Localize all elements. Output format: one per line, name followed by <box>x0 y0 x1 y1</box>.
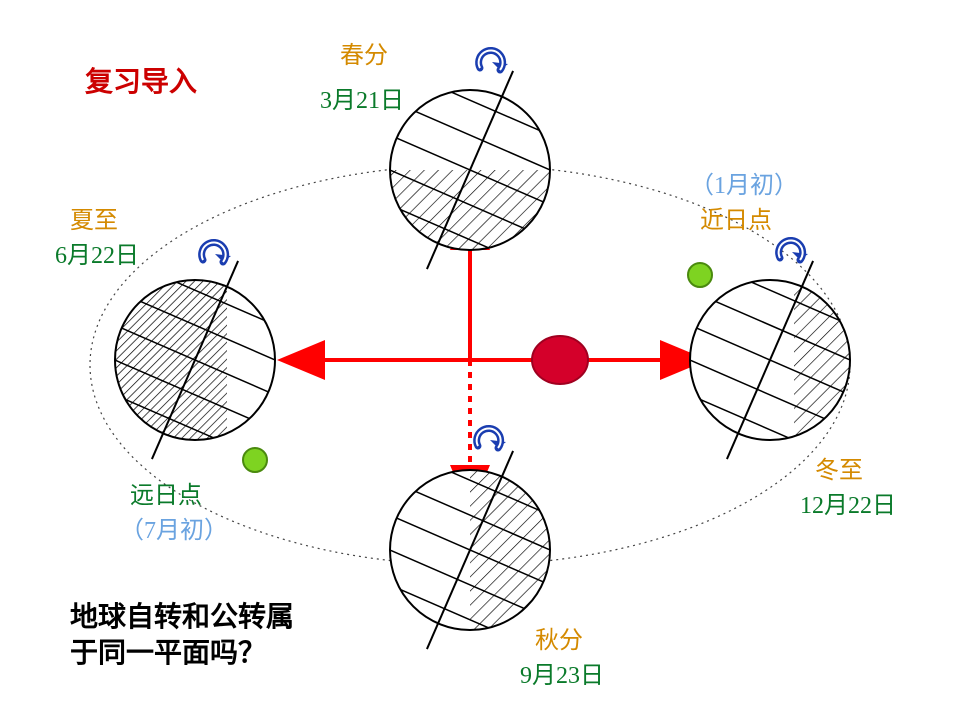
summer-date: 6月22日 <box>55 235 139 270</box>
spring-name: 春分 <box>340 35 388 70</box>
question-line2: 于同一平面吗？ <box>70 638 266 669</box>
perihelion-note: （1月初） <box>690 165 798 200</box>
aphelion-name: 远日点 <box>130 475 202 510</box>
perihelion-name: 近日点 <box>700 200 772 235</box>
autumn-date: 9月23日 <box>520 655 604 690</box>
autumn-name: 秋分 <box>535 620 583 655</box>
rotation-arrow-icon <box>477 428 506 448</box>
question-line1: 地球自转和公转属 <box>70 602 294 633</box>
sun <box>532 336 588 384</box>
winter-date: 12月22日 <box>800 485 896 520</box>
perihelion-dot <box>688 263 712 287</box>
spring-date: 3月21日 <box>320 80 404 115</box>
aphelion-dot <box>243 448 267 472</box>
rotation-arrow-icon <box>202 242 231 262</box>
question-text: 地球自转和公转属 于同一平面吗？ <box>70 600 294 673</box>
page-title: 复习导入 <box>85 60 197 100</box>
aphelion-note: （7月初） <box>120 510 228 545</box>
rotation-arrow-icon <box>779 240 808 260</box>
summer-name: 夏至 <box>70 200 118 235</box>
winter-name: 冬至 <box>815 450 863 485</box>
rotation-arrow-icon <box>479 50 508 70</box>
